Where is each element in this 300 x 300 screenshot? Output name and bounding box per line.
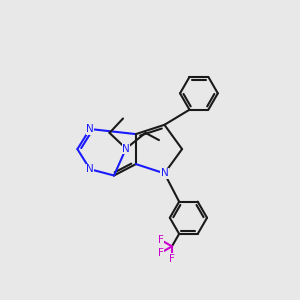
Text: N: N <box>86 124 94 134</box>
Text: F: F <box>169 254 175 264</box>
Text: F: F <box>158 235 164 245</box>
Text: F: F <box>158 248 164 258</box>
Text: N: N <box>122 143 130 154</box>
Text: N: N <box>86 164 94 174</box>
Text: N: N <box>160 168 168 178</box>
